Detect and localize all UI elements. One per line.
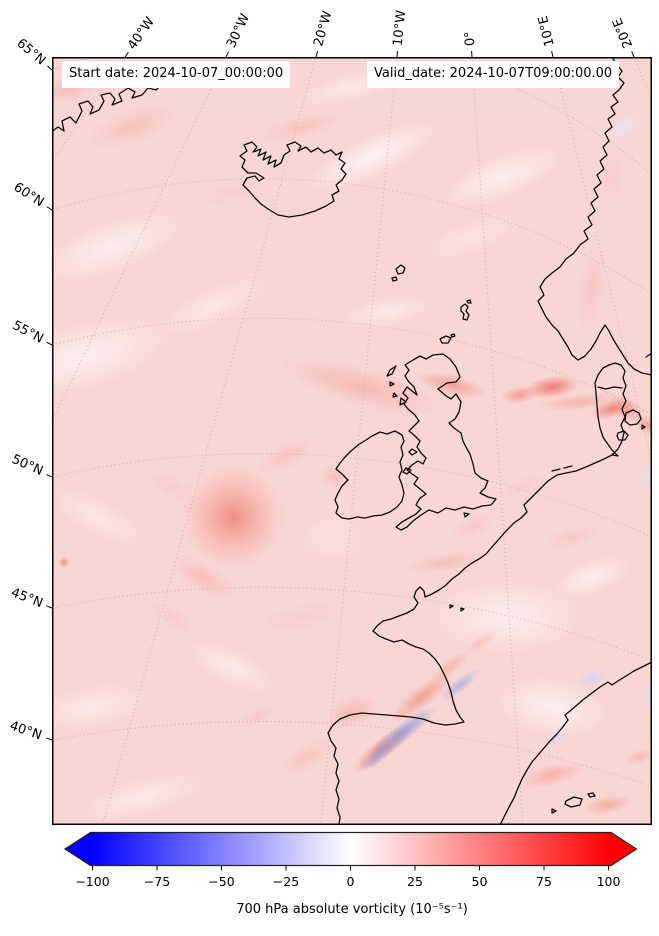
field-blob <box>518 385 640 419</box>
start-date-label: Start date: 2024-10-07_00:00:00 <box>62 61 291 88</box>
vortex-bullseye <box>158 442 308 592</box>
field-blob <box>426 655 494 715</box>
lon-tick-label: 10°W <box>390 9 410 47</box>
field-blob <box>239 586 365 648</box>
field-blob <box>56 554 72 570</box>
field-blob <box>570 785 646 825</box>
field-blob <box>62 83 202 171</box>
field-blob <box>52 664 172 750</box>
field-blob <box>501 748 603 802</box>
field-blob <box>529 513 615 561</box>
lon-tick-label: 10°E <box>535 14 558 49</box>
field-blob <box>403 193 541 281</box>
field-blob <box>615 739 652 775</box>
colorbar-tick-label: 0 <box>346 874 355 889</box>
field-blob <box>436 501 508 553</box>
field-blob <box>162 616 302 718</box>
field-blob <box>128 250 296 364</box>
field-blob <box>624 405 652 445</box>
map-canvas <box>52 57 652 825</box>
field-blob <box>492 379 548 411</box>
colorbar-right-arrow <box>611 832 637 866</box>
field-blob <box>52 179 218 315</box>
field-blob <box>312 461 358 493</box>
field-blob <box>411 117 593 237</box>
colorbar-tick-label: 100 <box>596 874 621 889</box>
lat-tick-label: 55°N <box>9 317 46 347</box>
lat-tick-label: 50°N <box>8 452 46 480</box>
lat-tick-label: 40°N <box>8 718 45 744</box>
field-blob <box>484 462 560 512</box>
colorbar-tick-marks <box>92 866 609 871</box>
field-blob <box>347 731 407 783</box>
colorbar-gradient-bar <box>90 832 611 866</box>
field-blob <box>287 507 377 567</box>
colorbar-outline <box>63 831 638 867</box>
colorbar-tick-label: 50 <box>471 874 488 889</box>
lon-tick-label: 20°W <box>311 9 336 49</box>
valid-date-label: Valid_date: 2024-10-07T09:00:00.00 <box>367 61 620 88</box>
colorbar-left-arrow <box>65 832 91 866</box>
field-blob <box>133 459 211 515</box>
colorbar-caption: 700 hPa absolute vorticity (10⁻⁵s⁻¹) <box>236 902 468 917</box>
field-blob <box>238 418 336 492</box>
colorbar-tick-label: −50 <box>208 874 235 889</box>
field-blob <box>274 91 470 223</box>
colorbar-tick-label: −75 <box>143 874 171 889</box>
field-blob <box>332 705 432 793</box>
field-blob <box>407 567 607 667</box>
field-blob <box>513 366 591 408</box>
field-blob <box>184 162 280 222</box>
lon-tick-label: 30°W <box>223 11 253 51</box>
field-blob <box>418 638 482 696</box>
field-blob <box>134 584 210 650</box>
lon-tick-label: 20°E <box>610 15 637 50</box>
field-blob <box>52 460 171 574</box>
field-blob <box>224 692 290 742</box>
lon-tick-label: 40°W <box>125 14 159 53</box>
field-blob <box>52 282 210 432</box>
field-blob <box>634 677 652 717</box>
field-blob <box>346 685 458 781</box>
field-blob <box>369 651 475 743</box>
field-blob <box>399 358 505 412</box>
colorbar-tick-label: −25 <box>272 874 300 889</box>
field-blob <box>579 388 645 430</box>
field-blob <box>565 220 619 354</box>
field-blob <box>53 750 231 825</box>
field-blob <box>632 457 652 497</box>
lat-tick-label: 60°N <box>11 179 47 211</box>
field-blob <box>595 381 652 437</box>
field-blob <box>258 717 356 797</box>
colorbar <box>63 831 638 871</box>
field-blob <box>456 618 508 666</box>
field-blob <box>566 659 618 699</box>
field-blob <box>234 94 370 160</box>
field-blob <box>324 279 450 345</box>
lat-tick-label: 45°N <box>8 585 45 612</box>
colorbar-tick-label: 25 <box>407 874 423 889</box>
field-blob <box>148 533 256 621</box>
field-blob <box>471 654 633 760</box>
field-blob <box>583 128 641 226</box>
lon-tick-label: 0° <box>462 30 479 47</box>
field-blob <box>590 99 652 155</box>
field-blob <box>239 327 485 447</box>
field-blob <box>532 537 652 617</box>
colorbar-tick-label: −100 <box>75 874 110 889</box>
field-blob <box>536 722 578 752</box>
field-blob <box>306 677 398 747</box>
colorbar-tick-label: 75 <box>536 874 552 889</box>
field-blob <box>385 540 509 584</box>
lat-tick-label: 65°N <box>13 36 49 69</box>
